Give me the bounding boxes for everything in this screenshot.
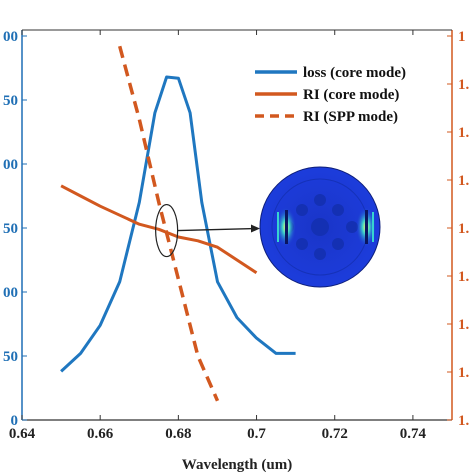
left-tick-label: 00 xyxy=(3,29,18,45)
left-tick-label: 50 xyxy=(3,221,18,237)
legend-label-ri-spp: RI (SPP mode) xyxy=(303,109,398,125)
x-tick-label: 0.68 xyxy=(165,426,191,442)
annotation-layer xyxy=(155,203,260,258)
series-layer xyxy=(60,45,296,402)
x-tick-label: 0.72 xyxy=(322,426,348,442)
series-line-ri-spp-mode- xyxy=(118,45,220,402)
series-line-ri-core-mode- xyxy=(60,184,258,275)
x-tick-label: 0.64 xyxy=(9,426,36,442)
left-tick-label: 0 xyxy=(11,413,19,429)
right-tick-label: 1. xyxy=(458,413,470,429)
right-tick-label: 1. xyxy=(458,125,470,141)
left-tick-label: 00 xyxy=(3,285,18,301)
left-tick-label: 50 xyxy=(3,93,18,109)
right-tick-label: 1. xyxy=(458,173,470,189)
annotation-arrow-line xyxy=(177,227,255,232)
right-tick-label: 1. xyxy=(458,221,470,237)
right-tick-label: 1. xyxy=(458,365,470,381)
x-tick-label: 0.74 xyxy=(400,426,427,442)
right-tick-label: 1. xyxy=(458,269,470,285)
series-line-loss-core-mode- xyxy=(60,75,296,373)
legend: loss (core mode) RI (core mode) RI (SPP … xyxy=(255,65,406,125)
x-tick-label: 0.66 xyxy=(87,426,114,442)
right-tick-label: 1. xyxy=(458,77,470,93)
annotation-arrowhead xyxy=(251,224,260,233)
right-tick-label: 1. xyxy=(458,317,470,333)
left-tick-label: 00 xyxy=(3,157,18,173)
right-tick-label: 1 xyxy=(458,29,466,45)
mode-field-inset xyxy=(259,166,381,288)
axes: 0.64 0.66 0.68 0.7 0.72 0.74 00 50 00 50 00 50 0 1 1. 1… xyxy=(3,29,470,442)
legend-label-ri-core: RI (core mode) xyxy=(303,87,399,103)
x-axis-label: Wavelength (um) xyxy=(182,457,292,473)
legend-label-loss: loss (core mode) xyxy=(303,65,406,81)
left-tick-label: 50 xyxy=(3,349,18,365)
x-tick-label: 0.7 xyxy=(247,426,266,442)
